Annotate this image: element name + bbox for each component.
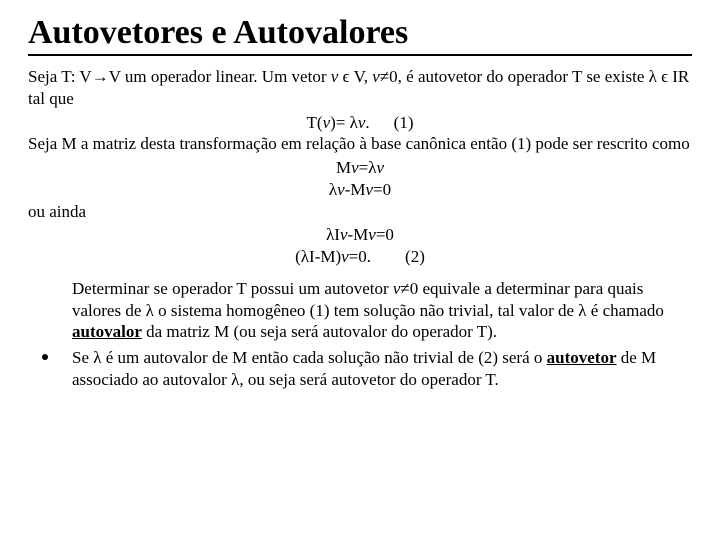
li1-strong: autovalor [72, 322, 142, 341]
slide-title: Autovetores e Autovalores [28, 14, 692, 56]
list-item-1: Determinar se operador T possui um autov… [28, 278, 692, 343]
p1-text-a: Seja T: V→V um operador linear. Um vetor [28, 67, 331, 86]
eq1-text: T(v)= λv. [307, 113, 370, 132]
list-item-2: Se λ é um autovalor de M então cada solu… [28, 347, 692, 391]
slide-body: Seja T: V→V um operador linear. Um vetor… [28, 66, 692, 391]
equation-2a: Mv=λv [28, 157, 692, 179]
p1-text-b: ϵ V, [338, 67, 372, 86]
paragraph-2: Seja M a matriz desta transformação em r… [28, 133, 692, 155]
paragraph-1: Seja T: V→V um operador linear. Um vetor… [28, 66, 692, 110]
eq3-label: (2) [405, 246, 425, 268]
equation-3b: (λI-M)v=0.(2) [28, 246, 692, 268]
equation-3a: λIv-Mv=0 [28, 224, 692, 246]
paragraph-3: ou ainda [28, 201, 692, 223]
p1-v2-italic: v [372, 67, 380, 86]
li1-a: Determinar se operador T possui um autov… [72, 279, 393, 298]
eq1-label: (1) [394, 112, 414, 134]
li1-c: da matriz M (ou seja será autovalor do o… [142, 322, 497, 341]
li2-a: Se λ é um autovalor de M então cada solu… [72, 348, 547, 367]
equation-2b: λv-Mv=0 [28, 179, 692, 201]
slide-container: Autovetores e Autovalores Seja T: V→V um… [0, 0, 720, 415]
li2-strong: autovetor [547, 348, 617, 367]
bullet-list: Determinar se operador T possui um autov… [28, 278, 692, 391]
equation-1: T(v)= λv. (1) [28, 112, 692, 134]
